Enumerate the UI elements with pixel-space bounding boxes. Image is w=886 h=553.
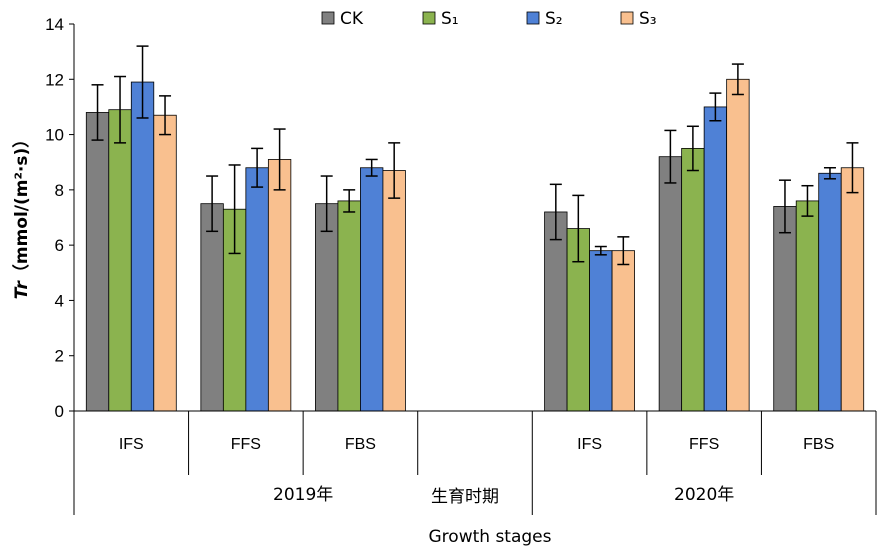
bar xyxy=(245,167,269,412)
x-category-label: FFS xyxy=(689,436,719,453)
y-axis-ticks: 0 2 4 6 8 10 12 14 xyxy=(45,15,75,421)
bar xyxy=(795,200,820,412)
bar xyxy=(153,114,177,412)
legend-swatch xyxy=(321,11,335,25)
bar xyxy=(773,206,797,412)
bar xyxy=(840,167,865,412)
bar xyxy=(726,78,750,412)
x-category-label: IFS xyxy=(119,436,144,453)
bar xyxy=(130,81,155,412)
bar xyxy=(315,203,339,412)
bar xyxy=(382,170,406,412)
y-tick-label: 0 xyxy=(55,402,64,421)
bars xyxy=(85,45,865,412)
y-axis-title: Tr（mmol/(m²·s)） xyxy=(11,131,32,300)
y-tick-label: 4 xyxy=(55,291,64,310)
x-category-label: FFS xyxy=(231,436,261,453)
legend-label: S₃ xyxy=(639,9,657,29)
bar xyxy=(85,112,110,412)
legend-label: S₂ xyxy=(545,9,563,29)
legend-swatch xyxy=(620,11,634,25)
y-tick-label: 14 xyxy=(45,15,64,34)
bar xyxy=(681,147,705,412)
bar xyxy=(544,211,568,412)
x-axis: IFS FFS FBS IFS FFS FBS 2019年 2020年 xyxy=(73,410,877,515)
legend-swatch xyxy=(526,11,540,25)
y-axis-symbol: Tr xyxy=(12,280,32,300)
x-category-label: IFS xyxy=(577,436,602,453)
bar xyxy=(360,167,384,412)
legend-swatch xyxy=(422,11,436,25)
x-axis-title-cn: 生育时期 xyxy=(431,487,499,507)
bar xyxy=(658,156,683,412)
legend-label: CK xyxy=(340,9,364,29)
bar xyxy=(589,250,613,412)
svg-text:Tr（mmol/(m²·s)）: Tr（mmol/(m²·s)） xyxy=(11,131,32,300)
bar xyxy=(818,172,842,412)
x-category-label: FBS xyxy=(803,436,834,453)
bar xyxy=(267,159,292,412)
y-tick-label: 10 xyxy=(45,126,64,145)
bar xyxy=(200,203,224,412)
bar xyxy=(611,250,635,412)
y-tick-label: 6 xyxy=(55,236,64,255)
legend-label: S₁ xyxy=(441,9,459,29)
bar xyxy=(703,106,728,412)
y-tick-label: 12 xyxy=(45,70,64,89)
x-axis-title-en: Growth stages xyxy=(429,527,552,547)
x-group-label: 2019年 xyxy=(273,485,333,505)
legend: CK S₁ S₂ S₃ xyxy=(321,9,657,29)
y-tick-label: 2 xyxy=(55,347,64,366)
y-axis-unit: （mmol/(m²·s)） xyxy=(11,131,32,281)
x-group-label: 2020年 xyxy=(674,485,734,505)
bar xyxy=(108,109,132,412)
y-tick-label: 8 xyxy=(55,181,64,200)
x-category-label: FBS xyxy=(345,436,376,453)
bar xyxy=(337,200,361,412)
